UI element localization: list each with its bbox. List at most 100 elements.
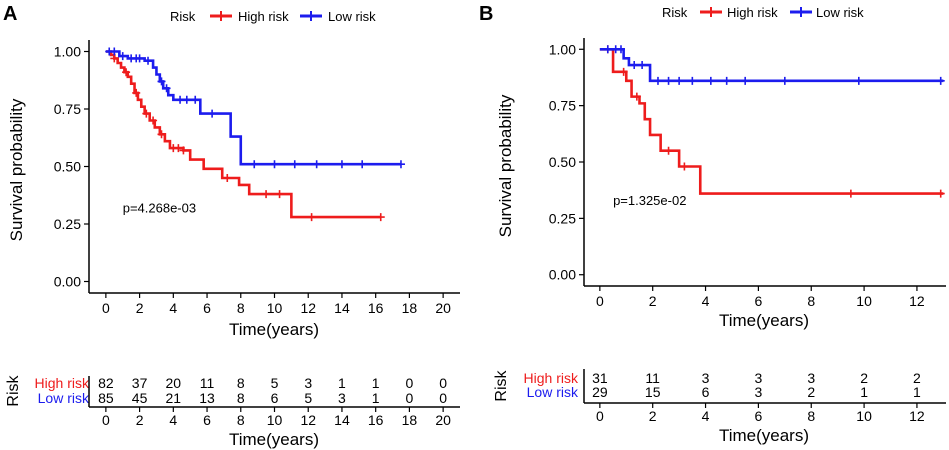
censor-mark-high-risk	[846, 189, 855, 198]
risk-count: 37	[132, 375, 148, 391]
x-tick-label: 8	[807, 293, 815, 309]
risk-x-ticks: 0 2 4 6 8 10 12 14 16 18 20	[102, 407, 451, 428]
risk-count: 85	[98, 390, 114, 406]
x-tick-label: 4	[169, 300, 177, 316]
censor-mark-high-risk	[149, 116, 158, 125]
risk-x-tick-label: 6	[754, 408, 762, 424]
x-tick-label: 4	[702, 293, 710, 309]
y-tick-label: 0.75	[54, 101, 81, 117]
risk-x-tick-label: 0	[102, 412, 110, 428]
x-tick-label: 0	[596, 293, 604, 309]
km-curve-high-risk	[599, 47, 944, 195]
y-ticks: 0.00 0.25 0.50 0.75 1.00	[549, 41, 584, 283]
risk-x-tick-label: 10	[856, 408, 872, 424]
censor-mark-low-risk	[135, 54, 144, 63]
panel-a: A Risk High risk Low risk Survival proba…	[3, 3, 460, 449]
x-tick-label: 20	[435, 300, 451, 316]
x-tick-label: 10	[856, 293, 872, 309]
risk-count: 3	[702, 370, 710, 386]
risk-table: Risk High risk Low risk 31 11 3 3 3 2 229 15 6 3 2…	[493, 369, 946, 445]
y-axis-title: Survival probability	[7, 98, 26, 241]
censor-mark-high-risk	[307, 213, 316, 222]
censor-mark-low-risk	[653, 76, 662, 85]
risk-count: 31	[592, 370, 608, 386]
censor-mark-low-risk	[191, 95, 200, 104]
risk-table: Risk High risk Low risk 82 37 20 11 8 5 3 1 1 0 08…	[5, 374, 460, 449]
risk-count: 13	[199, 390, 215, 406]
censor-mark-low-risk	[638, 61, 647, 70]
risk-count: 2	[860, 370, 868, 386]
y-tick-label: 0.00	[549, 267, 576, 283]
censor-mark-low-risk	[688, 76, 697, 85]
risk-row-label-low: Low risk	[38, 390, 90, 406]
censor-mark-low-risk	[616, 45, 625, 54]
y-tick-label: 0.50	[549, 154, 576, 170]
risk-x-ticks: 0 2 4 6 8 10 12	[596, 403, 925, 424]
x-tick-label: 18	[402, 300, 418, 316]
x-tick-label: 12	[909, 293, 925, 309]
censor-mark-low-risk	[396, 160, 405, 169]
risk-count: 1	[338, 375, 346, 391]
risk-count: 1	[372, 375, 380, 391]
censor-mark-low-risk	[270, 160, 279, 169]
x-tick-label: 8	[237, 300, 245, 316]
risk-x-axis-title: Time(years)	[719, 426, 809, 445]
censor-mark-low-risk	[936, 76, 945, 85]
risk-count: 0	[406, 390, 414, 406]
risk-x-tick-label: 12	[300, 412, 316, 428]
y-tick-label: 0.25	[549, 210, 576, 226]
p-value: p=1.325e-02	[613, 193, 686, 208]
risk-table-title: Risk	[5, 374, 22, 406]
risk-x-tick-label: 4	[169, 412, 177, 428]
x-ticks: 0 2 4 6 8 10 12	[596, 286, 925, 309]
legend-label: Low risk	[816, 5, 864, 20]
risk-x-tick-label: 18	[402, 412, 418, 428]
censor-mark-high-risk	[262, 190, 271, 199]
legend-item-high-risk: High risk	[210, 9, 289, 24]
risk-count: 15	[645, 384, 661, 400]
x-tick-label: 2	[136, 300, 144, 316]
censor-mark-low-risk	[176, 95, 185, 104]
censor-mark-low-risk	[630, 61, 639, 70]
risk-x-tick-label: 16	[368, 412, 384, 428]
panel-label: A	[3, 3, 17, 25]
risk-count: 6	[271, 390, 279, 406]
x-tick-label: 16	[368, 300, 384, 316]
censor-mark-low-risk	[722, 76, 731, 85]
risk-count: 2	[913, 370, 921, 386]
risk-x-tick-label: 8	[807, 408, 815, 424]
censor-mark-low-risk	[290, 160, 299, 169]
censor-mark-high-risk	[110, 54, 119, 63]
risk-count: 8	[237, 375, 245, 391]
risk-counts: 82 37 20 11 8 5 3 1 1 0 085 45 21 13 8 6 5 3 1 0 0	[98, 375, 447, 406]
survival-curves	[105, 47, 405, 222]
panel-b: B Risk High risk Low risk Survival proba…	[479, 3, 946, 445]
censor-mark-low-risk	[208, 109, 217, 118]
x-tick-label: 10	[267, 300, 283, 316]
censor-mark-high-risk	[122, 68, 131, 77]
risk-count: 21	[166, 390, 182, 406]
legend-label: Low risk	[328, 9, 376, 24]
km-curve-low-risk	[599, 47, 944, 83]
censor-mark-high-risk	[619, 67, 628, 76]
censor-mark-low-risk	[182, 95, 191, 104]
legend-label: High risk	[238, 9, 289, 24]
censor-mark-low-risk	[110, 47, 119, 56]
legend-label: High risk	[727, 5, 778, 20]
risk-count: 1	[913, 384, 921, 400]
censor-mark-high-risk	[132, 88, 141, 97]
risk-count: 0	[439, 375, 447, 391]
x-tick-label: 12	[300, 300, 316, 316]
risk-x-tick-label: 14	[334, 412, 350, 428]
risk-x-tick-label: 12	[909, 408, 925, 424]
risk-x-tick-label: 10	[267, 412, 283, 428]
x-axis-title: Time(years)	[229, 320, 319, 339]
censor-mark-low-risk	[664, 76, 673, 85]
y-tick-label: 1.00	[549, 41, 576, 57]
censor-mark-low-risk	[162, 84, 171, 93]
risk-count: 0	[439, 390, 447, 406]
censor-mark-high-risk	[376, 213, 385, 222]
y-tick-label: 0.25	[54, 216, 81, 232]
censor-mark-high-risk	[275, 190, 284, 199]
